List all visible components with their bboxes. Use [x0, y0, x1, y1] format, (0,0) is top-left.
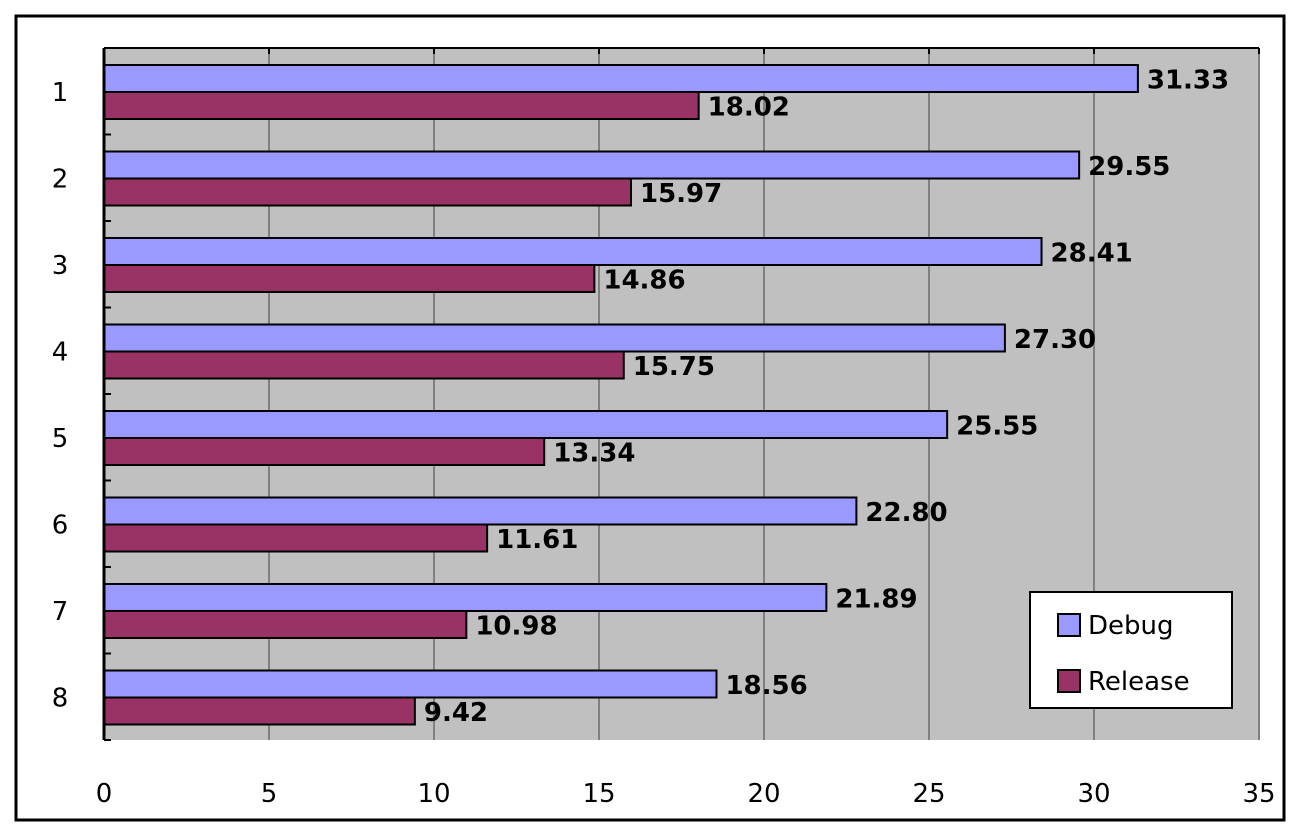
axes: 0 5 10 15 20 25 30 35 1 2 3 4 5 6 7 8: [52, 47, 1276, 809]
category-label-6: 6: [52, 511, 69, 541]
legend-label-release: Release: [1088, 667, 1190, 697]
category-label-8: 8: [52, 684, 69, 714]
bar-debug-6: [103, 496, 858, 526]
data-label-release-2: 15.97: [640, 179, 722, 209]
data-label-debug-6: 22.80: [865, 498, 947, 528]
x-tick-label: 25: [912, 779, 945, 809]
bar-release-7: [103, 610, 468, 639]
data-labels: 31.33 18.02 29.55 15.97 28.41 14.86 27.30 15.75…: [424, 66, 1229, 729]
bar-release-4: [103, 350, 625, 380]
bar-debug-3: [103, 237, 1043, 266]
category-label-1: 1: [52, 78, 69, 108]
data-label-release-6: 11.61: [496, 525, 578, 555]
x-tick-label: 15: [582, 779, 615, 809]
bar-release-3: [103, 264, 596, 293]
category-label-3: 3: [52, 251, 69, 281]
bar-release-6: [103, 523, 489, 553]
data-label-release-7: 10.98: [475, 612, 557, 642]
category-label-5: 5: [52, 424, 69, 454]
data-label-release-5: 13.34: [553, 439, 635, 469]
legend-swatch-release: [1057, 669, 1081, 693]
data-label-release-1: 18.02: [708, 93, 790, 123]
data-label-debug-7: 21.89: [835, 585, 917, 615]
legend-label-debug: Debug: [1088, 611, 1174, 641]
data-label-release-8: 9.42: [424, 698, 488, 728]
bar-release-8: [103, 696, 416, 726]
bar-release-1: [103, 91, 700, 120]
bar-debug-2: [103, 150, 1081, 180]
category-label-7: 7: [52, 597, 69, 627]
bars: [103, 64, 1139, 726]
data-label-debug-2: 29.55: [1088, 152, 1170, 182]
bar-debug-4: [103, 323, 1006, 353]
x-tick-label: 10: [417, 779, 450, 809]
x-tick-label: 5: [261, 779, 278, 809]
bar-debug-1: [103, 64, 1139, 93]
data-label-debug-3: 28.41: [1051, 239, 1133, 269]
data-label-debug-8: 18.56: [725, 671, 807, 701]
x-tick-label: 0: [96, 779, 113, 809]
bar-debug-8: [103, 669, 718, 699]
bar-release-2: [103, 177, 633, 207]
x-tick-label: 20: [747, 779, 780, 809]
x-tick-label: 30: [1077, 779, 1110, 809]
bar-debug-7: [103, 583, 828, 612]
legend-swatch-debug: [1057, 613, 1081, 637]
data-label-release-3: 14.86: [603, 266, 685, 296]
category-label-4: 4: [52, 338, 69, 368]
data-label-release-4: 15.75: [633, 352, 715, 382]
data-label-debug-5: 25.55: [956, 412, 1038, 442]
category-label-2: 2: [52, 165, 69, 195]
bar-release-5: [103, 437, 546, 466]
bar-debug-5: [103, 410, 949, 439]
data-label-debug-4: 27.30: [1014, 325, 1096, 355]
x-tick-label: 35: [1242, 779, 1275, 809]
data-label-debug-1: 31.33: [1147, 66, 1229, 96]
legend: Debug Release: [1029, 591, 1233, 709]
